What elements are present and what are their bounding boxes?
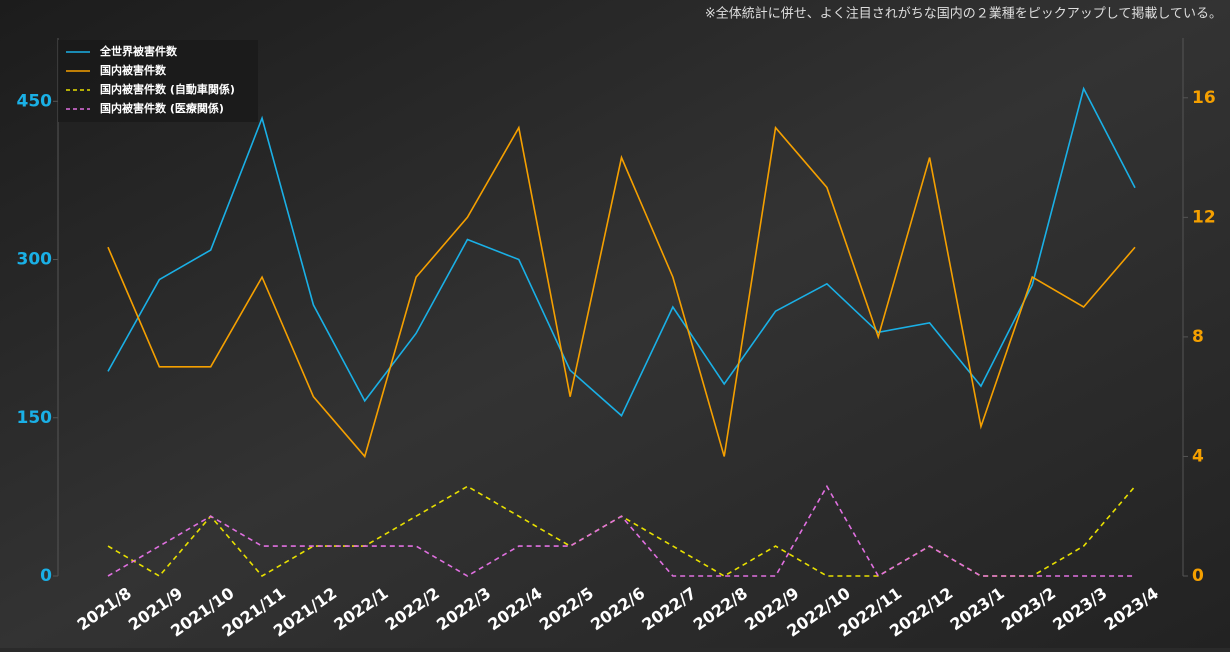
annotation: ※全体統計に併せ、よく注目されがちな国内の２業種をピックアップして掲載している。 xyxy=(705,6,1222,22)
series-line xyxy=(107,484,1135,578)
y-tick-label: 0 xyxy=(40,566,52,586)
y2-tick-label: 16 xyxy=(1192,88,1216,108)
y2-tick-label: 0 xyxy=(1192,566,1204,586)
y2-tick-label: 12 xyxy=(1192,207,1216,227)
y-tick-label: 450 xyxy=(17,91,53,111)
legend-label: 国内被害件数 xyxy=(100,63,167,77)
y-tick-label: 150 xyxy=(17,408,53,428)
series-line xyxy=(107,86,1136,417)
legend-label: 国内被害件数 (医療関係) xyxy=(100,101,224,115)
y-tick-label: 300 xyxy=(17,250,53,270)
legend-box xyxy=(58,40,258,122)
legend-label: 全世界被害件数 xyxy=(99,44,178,58)
y2-tick-label: 8 xyxy=(1192,327,1204,347)
series-line xyxy=(107,125,1136,459)
legend-label: 国内被害件数 (自動車関係) xyxy=(100,82,235,96)
y2-tick-label: 4 xyxy=(1192,446,1204,466)
